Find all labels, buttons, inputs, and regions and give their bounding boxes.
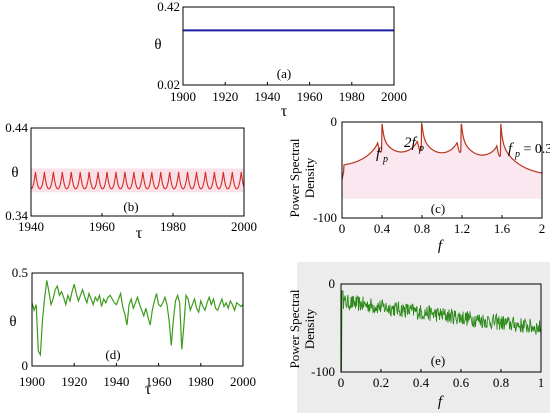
panel-a-x-tick-label: 1900: [170, 89, 196, 104]
panel-c-y-tick-label: 0: [331, 114, 338, 129]
panel-e-x-axis-label: f: [438, 394, 444, 410]
panel-b-x-tick-label: 1940: [18, 219, 44, 234]
panel-b-y-axis-label: θ: [11, 165, 18, 181]
panel-c-annotation-fp-value-sub: p: [514, 149, 520, 160]
panel-e-x-tick-label: 0: [338, 375, 345, 390]
panel-c-annotation-2fp: 2f: [404, 135, 418, 151]
panel-e-label: (e): [431, 353, 445, 368]
panel-d-y-axis-label: θ: [9, 314, 16, 330]
panel-c-x-tick-label: 0.8: [414, 221, 430, 236]
panel-e-x-tick-label: 0.4: [413, 375, 430, 390]
panel-a-x-tick-label: 1940: [254, 89, 280, 104]
panel-c-annotation-2fp-sub: p: [418, 143, 424, 154]
panel-a-x-tick-label: 1920: [212, 89, 238, 104]
panel-a-x-axis-label: τ: [281, 103, 288, 120]
panel-c-y-tick-label: -100: [313, 210, 337, 225]
panel-d-x-tick-label: 1920: [61, 374, 87, 389]
panel-c-x-tick-label: 0.4: [374, 221, 391, 236]
panel-e-y-tick-label: 0: [329, 276, 336, 291]
panel-a-label: (a): [277, 66, 291, 81]
panel-c-x-tick-label: 1.6: [494, 221, 511, 236]
panel-d-label: (d): [105, 347, 120, 362]
panel-b-label: (b): [123, 199, 138, 214]
panel-a-y-tick-label: 0.42: [157, 0, 180, 14]
panel-c-x-tick-label: 1.2: [454, 221, 470, 236]
panel-e-x-tick-label: 0.8: [493, 375, 509, 390]
panel-a-x-tick-label: 1960: [297, 89, 323, 104]
panel-e-background: [297, 262, 550, 413]
panel-b-y-tick-label: 0.34: [5, 208, 28, 223]
panel-a-y-tick-label: 0.02: [157, 77, 180, 92]
panel-d-x-tick-label: 1900: [19, 374, 45, 389]
panel-b-x-tick-label: 2000: [231, 219, 257, 234]
panel-a-x-tick-label: 2000: [381, 89, 407, 104]
panel-b-x-tick-label: 1980: [160, 219, 186, 234]
panel-c-y-axis-label-line: Power Spectral: [287, 138, 302, 217]
panel-d-x-axis-label: τ: [145, 381, 152, 398]
panel-d-y-tick-label: 0: [22, 358, 29, 373]
panel-c-glow-area: [342, 123, 542, 199]
panel-c-annotation-fp-value: f: [508, 141, 514, 157]
panel-b-y-tick-label: 0.44: [5, 120, 28, 135]
panel-b-axes-frame: [30, 127, 245, 217]
panel-a-axes-frame: [182, 6, 395, 86]
panel-d-x-tick-label: 1980: [188, 374, 214, 389]
panel-c-annotation-fp-sub: p: [382, 154, 388, 165]
panel-c-series-line: [341, 122, 543, 180]
panel-c-axes-frame: [341, 121, 543, 219]
panel-d-x-tick-label: 2000: [230, 374, 256, 389]
panel-e-x-tick-label: 1: [538, 375, 545, 390]
panel-e-x-tick-label: 0.2: [373, 375, 389, 390]
panel-e-y-tick-label: -100: [311, 364, 335, 379]
panel-b-x-tick-label: 1960: [89, 219, 115, 234]
panel-b-series-line: [30, 171, 245, 190]
panel-c-x-axis-label: f: [438, 238, 444, 254]
panel-e-y-axis-label: Power SpectralDensity: [287, 289, 317, 368]
panel-e-y-axis-label-line: Density: [302, 308, 317, 349]
panel-c-x-tick-label: 0: [339, 221, 346, 236]
panel-e-axes-frame: [340, 283, 542, 373]
panel-c-label: (c): [431, 201, 445, 216]
panel-c-y-axis-label-line: Density: [302, 157, 317, 198]
panel-d-x-tick-label: 1940: [103, 374, 129, 389]
panel-d-series-line: [31, 280, 244, 357]
panel-d-x-tick-label: 1960: [146, 374, 172, 389]
panel-b-glow-band: [31, 168, 244, 193]
panel-e-x-tick-label: 0.6: [453, 375, 470, 390]
panel-c-annotation-fp: f: [376, 146, 382, 162]
panel-e-series-line: [341, 290, 542, 372]
panel-c-y-axis-label: Power SpectralDensity: [287, 138, 317, 217]
panel-e-y-axis-label-line: Power Spectral: [287, 289, 302, 368]
panel-c-x-tick-label: 2: [539, 221, 546, 236]
panel-c-annotation-fp-equals: = 0.397: [520, 142, 550, 157]
panel-a-y-axis-label: θ: [154, 37, 161, 53]
panel-d-axes-frame: [31, 272, 244, 367]
panel-d-y-tick-label: 0.5: [12, 265, 28, 280]
panel-b-x-axis-label: τ: [136, 225, 143, 242]
panel-a-x-tick-label: 1980: [339, 89, 365, 104]
